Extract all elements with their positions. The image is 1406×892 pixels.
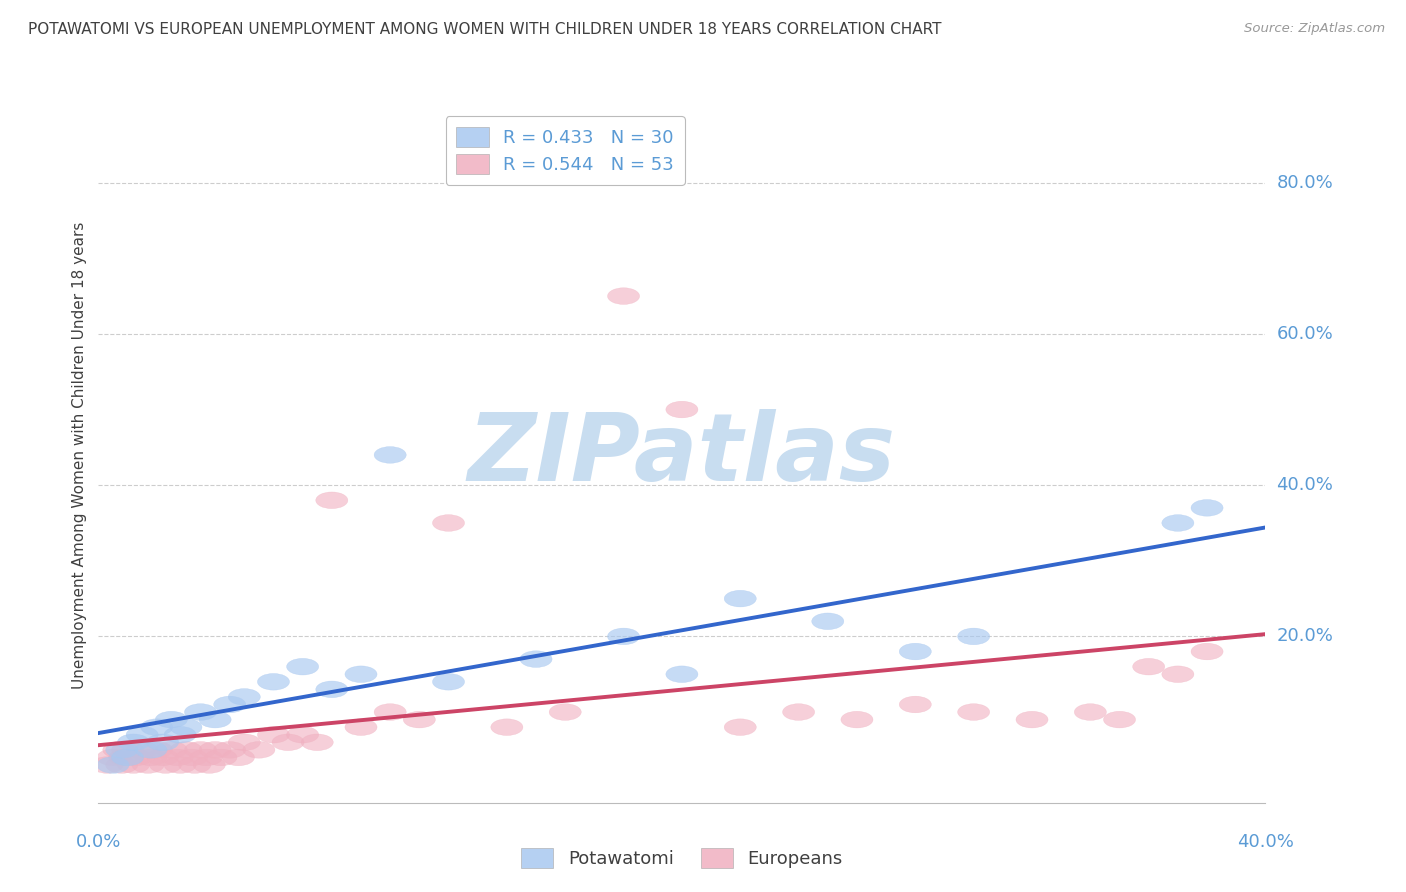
Ellipse shape	[190, 749, 222, 765]
Ellipse shape	[783, 704, 814, 721]
Ellipse shape	[957, 704, 990, 721]
Ellipse shape	[176, 749, 208, 765]
Ellipse shape	[184, 704, 217, 721]
Ellipse shape	[900, 643, 931, 660]
Ellipse shape	[222, 749, 254, 765]
Ellipse shape	[117, 734, 149, 751]
Text: 20.0%: 20.0%	[1277, 627, 1333, 646]
Legend: Potawatomi, Europeans: Potawatomi, Europeans	[512, 839, 852, 877]
Ellipse shape	[957, 628, 990, 645]
Ellipse shape	[165, 726, 197, 743]
Ellipse shape	[155, 741, 187, 758]
Text: 0.0%: 0.0%	[76, 833, 121, 851]
Ellipse shape	[193, 756, 225, 773]
Ellipse shape	[811, 613, 844, 630]
Ellipse shape	[170, 741, 202, 758]
Ellipse shape	[1191, 500, 1223, 516]
Text: 40.0%: 40.0%	[1277, 476, 1333, 494]
Ellipse shape	[132, 756, 165, 773]
Ellipse shape	[433, 673, 464, 690]
Ellipse shape	[520, 651, 553, 667]
Ellipse shape	[200, 741, 231, 758]
Ellipse shape	[200, 711, 231, 728]
Ellipse shape	[184, 741, 217, 758]
Ellipse shape	[179, 756, 211, 773]
Ellipse shape	[1017, 711, 1047, 728]
Ellipse shape	[607, 288, 640, 304]
Ellipse shape	[127, 741, 159, 758]
Text: ZIPatlas: ZIPatlas	[468, 409, 896, 501]
Ellipse shape	[214, 696, 246, 713]
Ellipse shape	[121, 749, 152, 765]
Ellipse shape	[724, 591, 756, 607]
Ellipse shape	[607, 628, 640, 645]
Ellipse shape	[433, 515, 464, 532]
Ellipse shape	[149, 756, 181, 773]
Ellipse shape	[316, 681, 347, 698]
Text: POTAWATOMI VS EUROPEAN UNEMPLOYMENT AMONG WOMEN WITH CHILDREN UNDER 18 YEARS COR: POTAWATOMI VS EUROPEAN UNEMPLOYMENT AMON…	[28, 22, 942, 37]
Ellipse shape	[374, 447, 406, 463]
Text: 40.0%: 40.0%	[1237, 833, 1294, 851]
Ellipse shape	[491, 719, 523, 736]
Ellipse shape	[287, 726, 319, 743]
Ellipse shape	[127, 726, 159, 743]
Ellipse shape	[1161, 515, 1194, 532]
Ellipse shape	[146, 734, 179, 751]
Ellipse shape	[301, 734, 333, 751]
Ellipse shape	[108, 749, 141, 765]
Ellipse shape	[170, 719, 202, 736]
Text: 60.0%: 60.0%	[1277, 325, 1333, 343]
Ellipse shape	[135, 741, 167, 758]
Text: 80.0%: 80.0%	[1277, 174, 1333, 192]
Ellipse shape	[141, 719, 173, 736]
Ellipse shape	[550, 704, 581, 721]
Ellipse shape	[97, 756, 129, 773]
Ellipse shape	[374, 704, 406, 721]
Ellipse shape	[666, 666, 697, 682]
Text: Source: ZipAtlas.com: Source: ZipAtlas.com	[1244, 22, 1385, 36]
Ellipse shape	[135, 749, 167, 765]
Ellipse shape	[1104, 711, 1136, 728]
Ellipse shape	[344, 719, 377, 736]
Ellipse shape	[111, 741, 143, 758]
Ellipse shape	[1133, 658, 1164, 675]
Ellipse shape	[97, 749, 129, 765]
Ellipse shape	[111, 749, 143, 765]
Ellipse shape	[117, 756, 149, 773]
Ellipse shape	[105, 741, 138, 758]
Ellipse shape	[243, 741, 276, 758]
Ellipse shape	[1191, 643, 1223, 660]
Ellipse shape	[146, 749, 179, 765]
Ellipse shape	[287, 658, 319, 675]
Ellipse shape	[162, 749, 193, 765]
Ellipse shape	[1074, 704, 1107, 721]
Ellipse shape	[316, 492, 347, 508]
Ellipse shape	[103, 741, 135, 758]
Ellipse shape	[205, 749, 238, 765]
Ellipse shape	[404, 711, 436, 728]
Ellipse shape	[91, 756, 124, 773]
Ellipse shape	[344, 666, 377, 682]
Ellipse shape	[155, 711, 187, 728]
Ellipse shape	[841, 711, 873, 728]
Ellipse shape	[724, 719, 756, 736]
Ellipse shape	[228, 689, 260, 706]
Ellipse shape	[228, 734, 260, 751]
Ellipse shape	[271, 734, 304, 751]
Ellipse shape	[900, 696, 931, 713]
Ellipse shape	[257, 673, 290, 690]
Ellipse shape	[666, 401, 697, 417]
Ellipse shape	[1161, 666, 1194, 682]
Ellipse shape	[105, 756, 138, 773]
Ellipse shape	[141, 741, 173, 758]
Ellipse shape	[165, 756, 197, 773]
Y-axis label: Unemployment Among Women with Children Under 18 years: Unemployment Among Women with Children U…	[72, 221, 87, 689]
Ellipse shape	[214, 741, 246, 758]
Ellipse shape	[257, 726, 290, 743]
